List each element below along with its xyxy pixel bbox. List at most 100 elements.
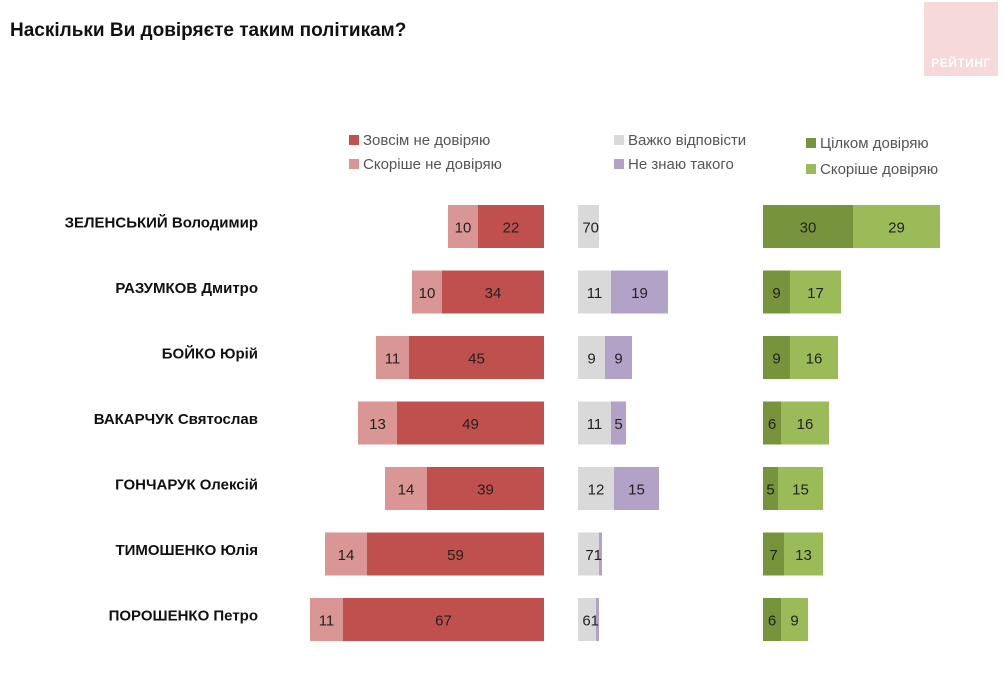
bar-trust-rather	[790, 270, 841, 314]
data-label: 7	[769, 547, 777, 564]
bar-trust-full	[763, 270, 790, 314]
data-label: 17	[807, 285, 824, 302]
legend-swatch	[614, 135, 624, 145]
row-label: ГОНЧАРУК Олексій	[115, 477, 258, 494]
data-label: 11	[319, 613, 335, 630]
bar-hard-to-say	[578, 270, 611, 314]
data-label: 30	[800, 220, 817, 237]
bar-hard-to-say	[578, 598, 596, 641]
bar-trust-rather	[781, 598, 808, 641]
bar-trust-full	[763, 336, 790, 379]
bar-distrust-full	[478, 205, 544, 248]
bar-trust-full	[763, 598, 781, 641]
bar-distrust-rather	[376, 336, 409, 379]
data-label: 71	[585, 547, 602, 564]
data-label: 6	[768, 613, 776, 630]
bar-trust-rather	[853, 205, 940, 248]
bar-distrust-full	[409, 336, 544, 379]
bar-hard-to-say	[578, 532, 599, 576]
bar-dont-know	[611, 270, 668, 314]
data-label: 10	[455, 220, 472, 237]
logo-text: РЕЙТИНГ	[931, 56, 991, 70]
data-label: 22	[503, 220, 520, 237]
data-label: 29	[888, 220, 905, 237]
data-label: 67	[435, 613, 452, 630]
bar-trust-full	[763, 205, 853, 248]
bar-trust-rather	[778, 467, 823, 510]
bar-dont-know	[599, 532, 602, 576]
data-label: 70	[582, 220, 599, 237]
row-label: РАЗУМКОВ Дмитро	[115, 280, 258, 297]
bar-distrust-full	[343, 598, 544, 641]
bar-hard-to-say	[578, 336, 605, 379]
bar-distrust-rather	[448, 205, 478, 248]
data-label: 14	[338, 547, 355, 564]
data-label: 13	[795, 547, 812, 564]
data-label: 5	[766, 482, 774, 499]
bar-distrust-rather	[412, 270, 442, 314]
row-label: БОЙКО Юрій	[162, 345, 258, 363]
row-label: ЗЕЛЕНСЬКИЙ Володимир	[65, 214, 258, 232]
row-label: ТИМОШЕНКО Юлія	[115, 542, 258, 559]
rating-logo: РЕЙТИНГ	[924, 2, 998, 76]
legend-label: Зовсім не довіряю	[363, 132, 490, 149]
legend-swatch	[349, 135, 359, 145]
data-label: 15	[628, 482, 645, 499]
data-label: 9	[614, 351, 622, 368]
data-label: 15	[792, 482, 809, 499]
data-label: 9	[772, 351, 780, 368]
row-label: ПОРОШЕНКО Петро	[109, 608, 258, 625]
chart-title: Наскільки Ви довіряєте таким політикам?	[10, 20, 407, 41]
legend-swatch	[614, 159, 624, 169]
data-label: 9	[587, 351, 595, 368]
bar-dont-know	[605, 336, 632, 379]
bar-distrust-rather	[310, 598, 343, 641]
legend-label: Цілком довіряю	[820, 135, 929, 152]
data-label: 61	[582, 613, 599, 630]
legend-swatch	[349, 159, 359, 169]
legend-label: Скоріше не довіряю	[363, 156, 502, 173]
data-label: 34	[485, 285, 502, 302]
data-label: 11	[587, 285, 603, 302]
data-label: 49	[462, 416, 479, 433]
row-label: ВАКАРЧУК Святослав	[94, 411, 258, 428]
data-label: 14	[398, 482, 415, 499]
legend-swatch	[806, 138, 816, 148]
legend-label: Скоріше довіряю	[820, 161, 938, 178]
data-label: 11	[385, 351, 401, 368]
bar-dont-know	[596, 598, 599, 641]
bar-distrust-full	[427, 467, 544, 510]
bar-distrust-full	[442, 270, 544, 314]
bar-trust-rather	[790, 336, 838, 379]
bar-hard-to-say	[578, 467, 614, 510]
bar-dont-know	[614, 467, 659, 510]
data-label: 12	[588, 482, 605, 499]
data-label: 13	[369, 416, 386, 433]
data-label: 16	[806, 351, 823, 368]
legend-label: Важко відповісти	[628, 132, 746, 149]
bar-distrust-full	[367, 532, 544, 576]
bar-hard-to-say	[578, 205, 599, 248]
legend-swatch	[806, 164, 816, 174]
bar-trust-full	[763, 401, 781, 445]
bar-distrust-full	[397, 401, 544, 445]
bar-distrust-rather	[358, 401, 397, 445]
data-label: 16	[797, 416, 814, 433]
legend-label: Не знаю такого	[628, 156, 734, 173]
data-label: 9	[790, 613, 798, 630]
data-label: 19	[631, 285, 648, 302]
bar-trust-rather	[781, 401, 829, 445]
bar-distrust-rather	[325, 532, 367, 576]
data-label: 6	[768, 416, 776, 433]
data-label: 9	[772, 285, 780, 302]
data-label: 45	[468, 351, 485, 368]
data-label: 39	[477, 482, 494, 499]
bar-dont-know	[611, 401, 626, 445]
bar-trust-rather	[784, 532, 823, 576]
bar-trust-full	[763, 532, 784, 576]
data-label: 59	[447, 547, 464, 564]
data-label: 10	[419, 285, 436, 302]
data-label: 11	[587, 416, 603, 433]
bar-trust-full	[763, 467, 778, 510]
